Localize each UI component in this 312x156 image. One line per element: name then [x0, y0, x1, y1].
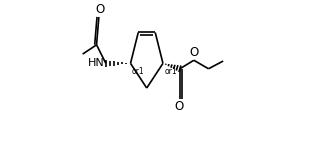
Text: O: O	[189, 46, 198, 59]
Text: O: O	[174, 100, 184, 113]
Text: O: O	[95, 3, 104, 16]
Text: or1: or1	[164, 67, 177, 76]
Text: or1: or1	[132, 67, 145, 76]
Text: HN: HN	[88, 58, 105, 68]
